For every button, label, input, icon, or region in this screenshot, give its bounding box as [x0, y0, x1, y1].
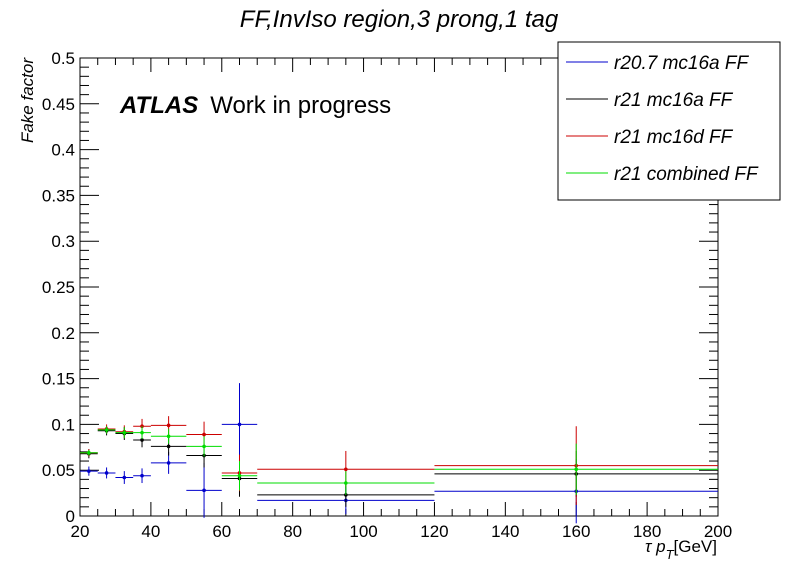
- data-point: [202, 488, 206, 493]
- data-series: [80, 383, 718, 524]
- x-tick-label: 180: [633, 522, 661, 541]
- x-tick-label: 140: [491, 522, 519, 541]
- data-point: [574, 467, 579, 472]
- x-axis-label-sub: T: [666, 547, 675, 562]
- data-point: [140, 430, 144, 435]
- y-tick-label: 0.05: [42, 461, 75, 480]
- y-tick-label: 0.35: [42, 186, 75, 205]
- chart-title: FF,InvIso region,3 prong,1 tag: [240, 6, 559, 33]
- y-axis: 0 0.05 0.1 0.15 0.2 0.25 0.3 0.35 0.4 0.45 0.5: [42, 49, 718, 526]
- x-tick-label: 200: [704, 522, 732, 541]
- legend-label: r21 mc16d FF: [614, 127, 734, 148]
- x-tick-label: 160: [562, 522, 590, 541]
- y-tick-label: 0.2: [51, 324, 75, 343]
- data-point: [166, 461, 171, 465]
- data-point: [122, 430, 127, 435]
- y-tick-label: 0.3: [51, 232, 75, 251]
- x-axis-label-main: τ p: [645, 537, 666, 556]
- data-point: [166, 444, 171, 449]
- data-point: [166, 434, 171, 439]
- data-point: [104, 471, 109, 475]
- atlas-status-text: Work in progress: [210, 92, 391, 119]
- atlas-logo-text: ATLAS: [119, 92, 198, 119]
- data-point: [344, 467, 348, 472]
- series-1: [80, 383, 718, 524]
- x-tick-label: 80: [283, 522, 302, 541]
- x-tick-label: 100: [349, 522, 377, 541]
- y-tick-label: 0.5: [51, 49, 75, 68]
- y-tick-label: 0.4: [51, 141, 75, 160]
- data-point: [140, 473, 144, 478]
- series-2: [80, 426, 718, 507]
- y-tick-label: 0.1: [51, 415, 75, 434]
- x-tick-label: 120: [420, 522, 448, 541]
- y-tick-label: 0.25: [42, 278, 75, 297]
- x-axis-label-unit: [GeV]: [674, 537, 717, 556]
- legend-label: r20.7 mc16a FF: [614, 53, 749, 74]
- x-tick-label: 40: [141, 522, 160, 541]
- y-tick-label: 0: [66, 507, 75, 526]
- y-tick-label: 0.15: [42, 370, 75, 389]
- y-axis-label: Fake factor: [18, 57, 37, 143]
- data-point: [237, 473, 242, 478]
- data-point: [202, 432, 206, 437]
- data-point: [104, 428, 109, 432]
- x-axis-label: τ pT[GeV]: [645, 537, 717, 562]
- x-tick-label: 60: [212, 522, 231, 541]
- data-point: [87, 469, 91, 473]
- series-4: [80, 426, 718, 495]
- data-point: [166, 423, 171, 428]
- x-tick-label: 20: [71, 522, 90, 541]
- data-point: [237, 422, 242, 427]
- legend: r20.7 mc16a FF r21 mc16a FF r21 mc16d FF r2…: [557, 41, 781, 201]
- data-point: [87, 450, 91, 455]
- atlas-label: ATLAS Work in progress: [119, 92, 391, 119]
- legend-box: [557, 41, 781, 201]
- legend-label: r21 mc16a FF: [614, 90, 734, 111]
- legend-label: r21 combined FF: [614, 164, 759, 185]
- data-point: [140, 438, 144, 442]
- data-point: [202, 444, 206, 449]
- data-point: [344, 481, 348, 485]
- y-tick-label: 0.45: [42, 95, 75, 114]
- data-point: [122, 475, 127, 480]
